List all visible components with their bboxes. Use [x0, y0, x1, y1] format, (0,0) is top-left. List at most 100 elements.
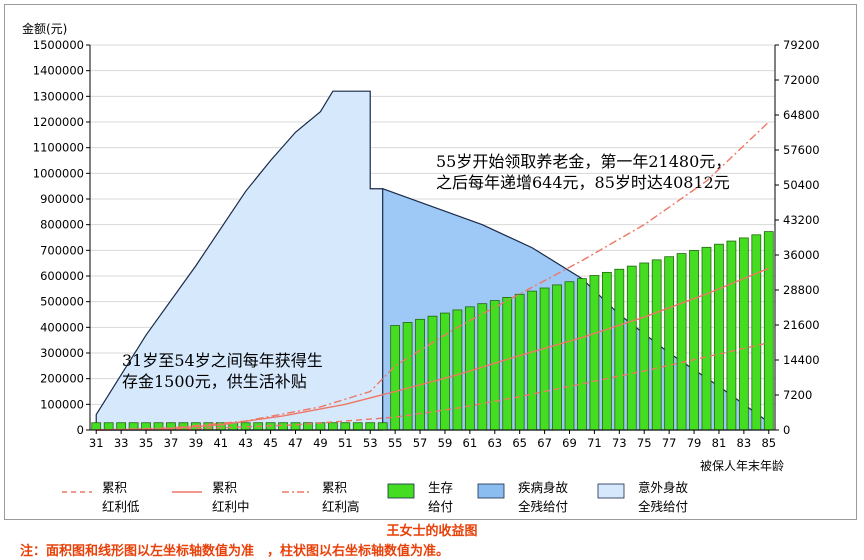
bar: [701, 246, 712, 431]
bar: [676, 253, 687, 431]
x-tick-label: 35: [139, 436, 154, 450]
legend-swatch: [597, 483, 625, 499]
y-tick-label-right: 64800: [783, 108, 820, 122]
y-tick-label-left: 600000: [40, 269, 84, 283]
x-tick-label: 75: [637, 436, 652, 450]
x-tick-label: 45: [263, 436, 278, 450]
x-tick-label: 63: [487, 436, 502, 450]
x-tick-label: 57: [413, 436, 428, 450]
bar: [103, 422, 114, 431]
y-tick-label-left: 100000: [40, 397, 84, 411]
legend-label-line2: 全残给付: [638, 499, 688, 514]
legend-label-line2: 红利中: [212, 499, 250, 514]
bar: [340, 422, 351, 431]
bar: [689, 250, 699, 431]
bar: [502, 297, 513, 431]
bar: [390, 325, 401, 431]
bar: [726, 240, 737, 431]
annotation-line: 存金1500元，供生活补贴: [122, 372, 307, 391]
x-tick-label: 31: [89, 436, 104, 450]
chart-title: 王女士的收益图: [386, 524, 478, 539]
bar: [365, 422, 376, 431]
axis-note: 注：面积图和线形图以左坐标轴数值为准 ，柱状图以右坐标轴数值为准。: [20, 544, 450, 559]
x-tick-label: 81: [712, 436, 727, 450]
bar: [651, 259, 662, 431]
annotation-line: 31岁至54岁之间每年获得生: [122, 351, 323, 370]
legend-swatch: [477, 483, 505, 499]
bar: [626, 265, 637, 431]
bar: [527, 290, 538, 431]
bar: [489, 300, 500, 431]
bar: [91, 422, 102, 431]
bar: [601, 271, 612, 431]
bar: [278, 422, 288, 431]
x-axis-label: 被保人年末年龄: [700, 459, 784, 473]
x-tick-label: 77: [662, 436, 677, 450]
bar: [639, 262, 650, 431]
line-series: [96, 267, 770, 431]
bar: [564, 281, 575, 431]
y-tick-label-left: 1400000: [33, 64, 84, 78]
y-tick-label-left: 300000: [40, 346, 84, 360]
bar: [714, 243, 724, 431]
annotation-line: 55岁开始领取养老金，第一年21480元，: [436, 152, 731, 171]
x-tick-label: 33: [114, 436, 129, 450]
y-tick-label-right: 57600: [783, 143, 820, 157]
y-tick-label-right: 36000: [783, 248, 820, 262]
y-tick-label-right: 79200: [783, 38, 820, 52]
legend-label-line1: 累积: [322, 480, 347, 495]
x-tick-label: 55: [388, 436, 403, 450]
bar: [589, 275, 600, 431]
bar: [440, 312, 450, 431]
bar: [514, 293, 525, 431]
y-tick-label-left: 500000: [40, 295, 84, 309]
x-tick-label: 73: [612, 436, 627, 450]
x-tick-label: 37: [164, 436, 179, 450]
y-tick-label-right: 28800: [783, 283, 820, 297]
bar: [402, 322, 413, 431]
legend-label-line2: 全残给付: [518, 499, 568, 514]
legend-swatch: [387, 483, 415, 499]
x-tick-label: 53: [363, 436, 378, 450]
y-tick-label-right: 7200: [783, 388, 812, 402]
y-tick-label-left: 1000000: [33, 166, 84, 180]
bar: [352, 422, 363, 431]
line-series: [96, 121, 770, 431]
x-tick-label: 61: [463, 436, 478, 450]
y-tick-label-right: 21600: [783, 318, 820, 332]
x-tick-label: 79: [687, 436, 702, 450]
y-tick-label-left: 200000: [40, 372, 84, 386]
y-tick-label-left: 1200000: [33, 115, 84, 129]
y-tick-label-left: 700000: [40, 243, 84, 257]
x-tick-label: 85: [761, 436, 776, 450]
bar: [552, 284, 562, 431]
bar: [664, 256, 675, 431]
legend-label-line1: 意外身故: [638, 480, 689, 495]
annotation: 55岁开始领取养老金，第一年21480元， 之后每年递增644元，85岁时达408…: [436, 152, 731, 192]
y-tick-label-left: 900000: [40, 192, 84, 206]
bar: [614, 268, 625, 431]
legend-label-line2: 红利高: [322, 499, 360, 514]
y-tick-label-right: 0: [783, 423, 790, 437]
x-tick-label: 65: [512, 436, 527, 450]
bar: [464, 306, 475, 431]
y-tick-label-left: 800000: [40, 218, 84, 232]
legend-label-line1: 疾病身故: [518, 480, 569, 495]
y-tick-label-left: 1100000: [33, 141, 84, 155]
annotation-line: 之后每年递增644元，85岁时达40812元: [436, 173, 730, 192]
y-tick-label-left: 0: [77, 423, 84, 437]
x-tick-label: 47: [288, 436, 303, 450]
bar: [327, 422, 338, 431]
x-tick-label: 51: [338, 436, 353, 450]
legend-label-line1: 累积: [102, 480, 127, 495]
y-tick-label-left: 1500000: [33, 38, 84, 52]
bar: [763, 231, 774, 431]
bar: [751, 234, 762, 431]
legend-label-line2: 给付: [428, 499, 453, 514]
legend-label-line1: 累积: [212, 480, 237, 495]
y-tick-label-right: 50400: [783, 178, 820, 192]
